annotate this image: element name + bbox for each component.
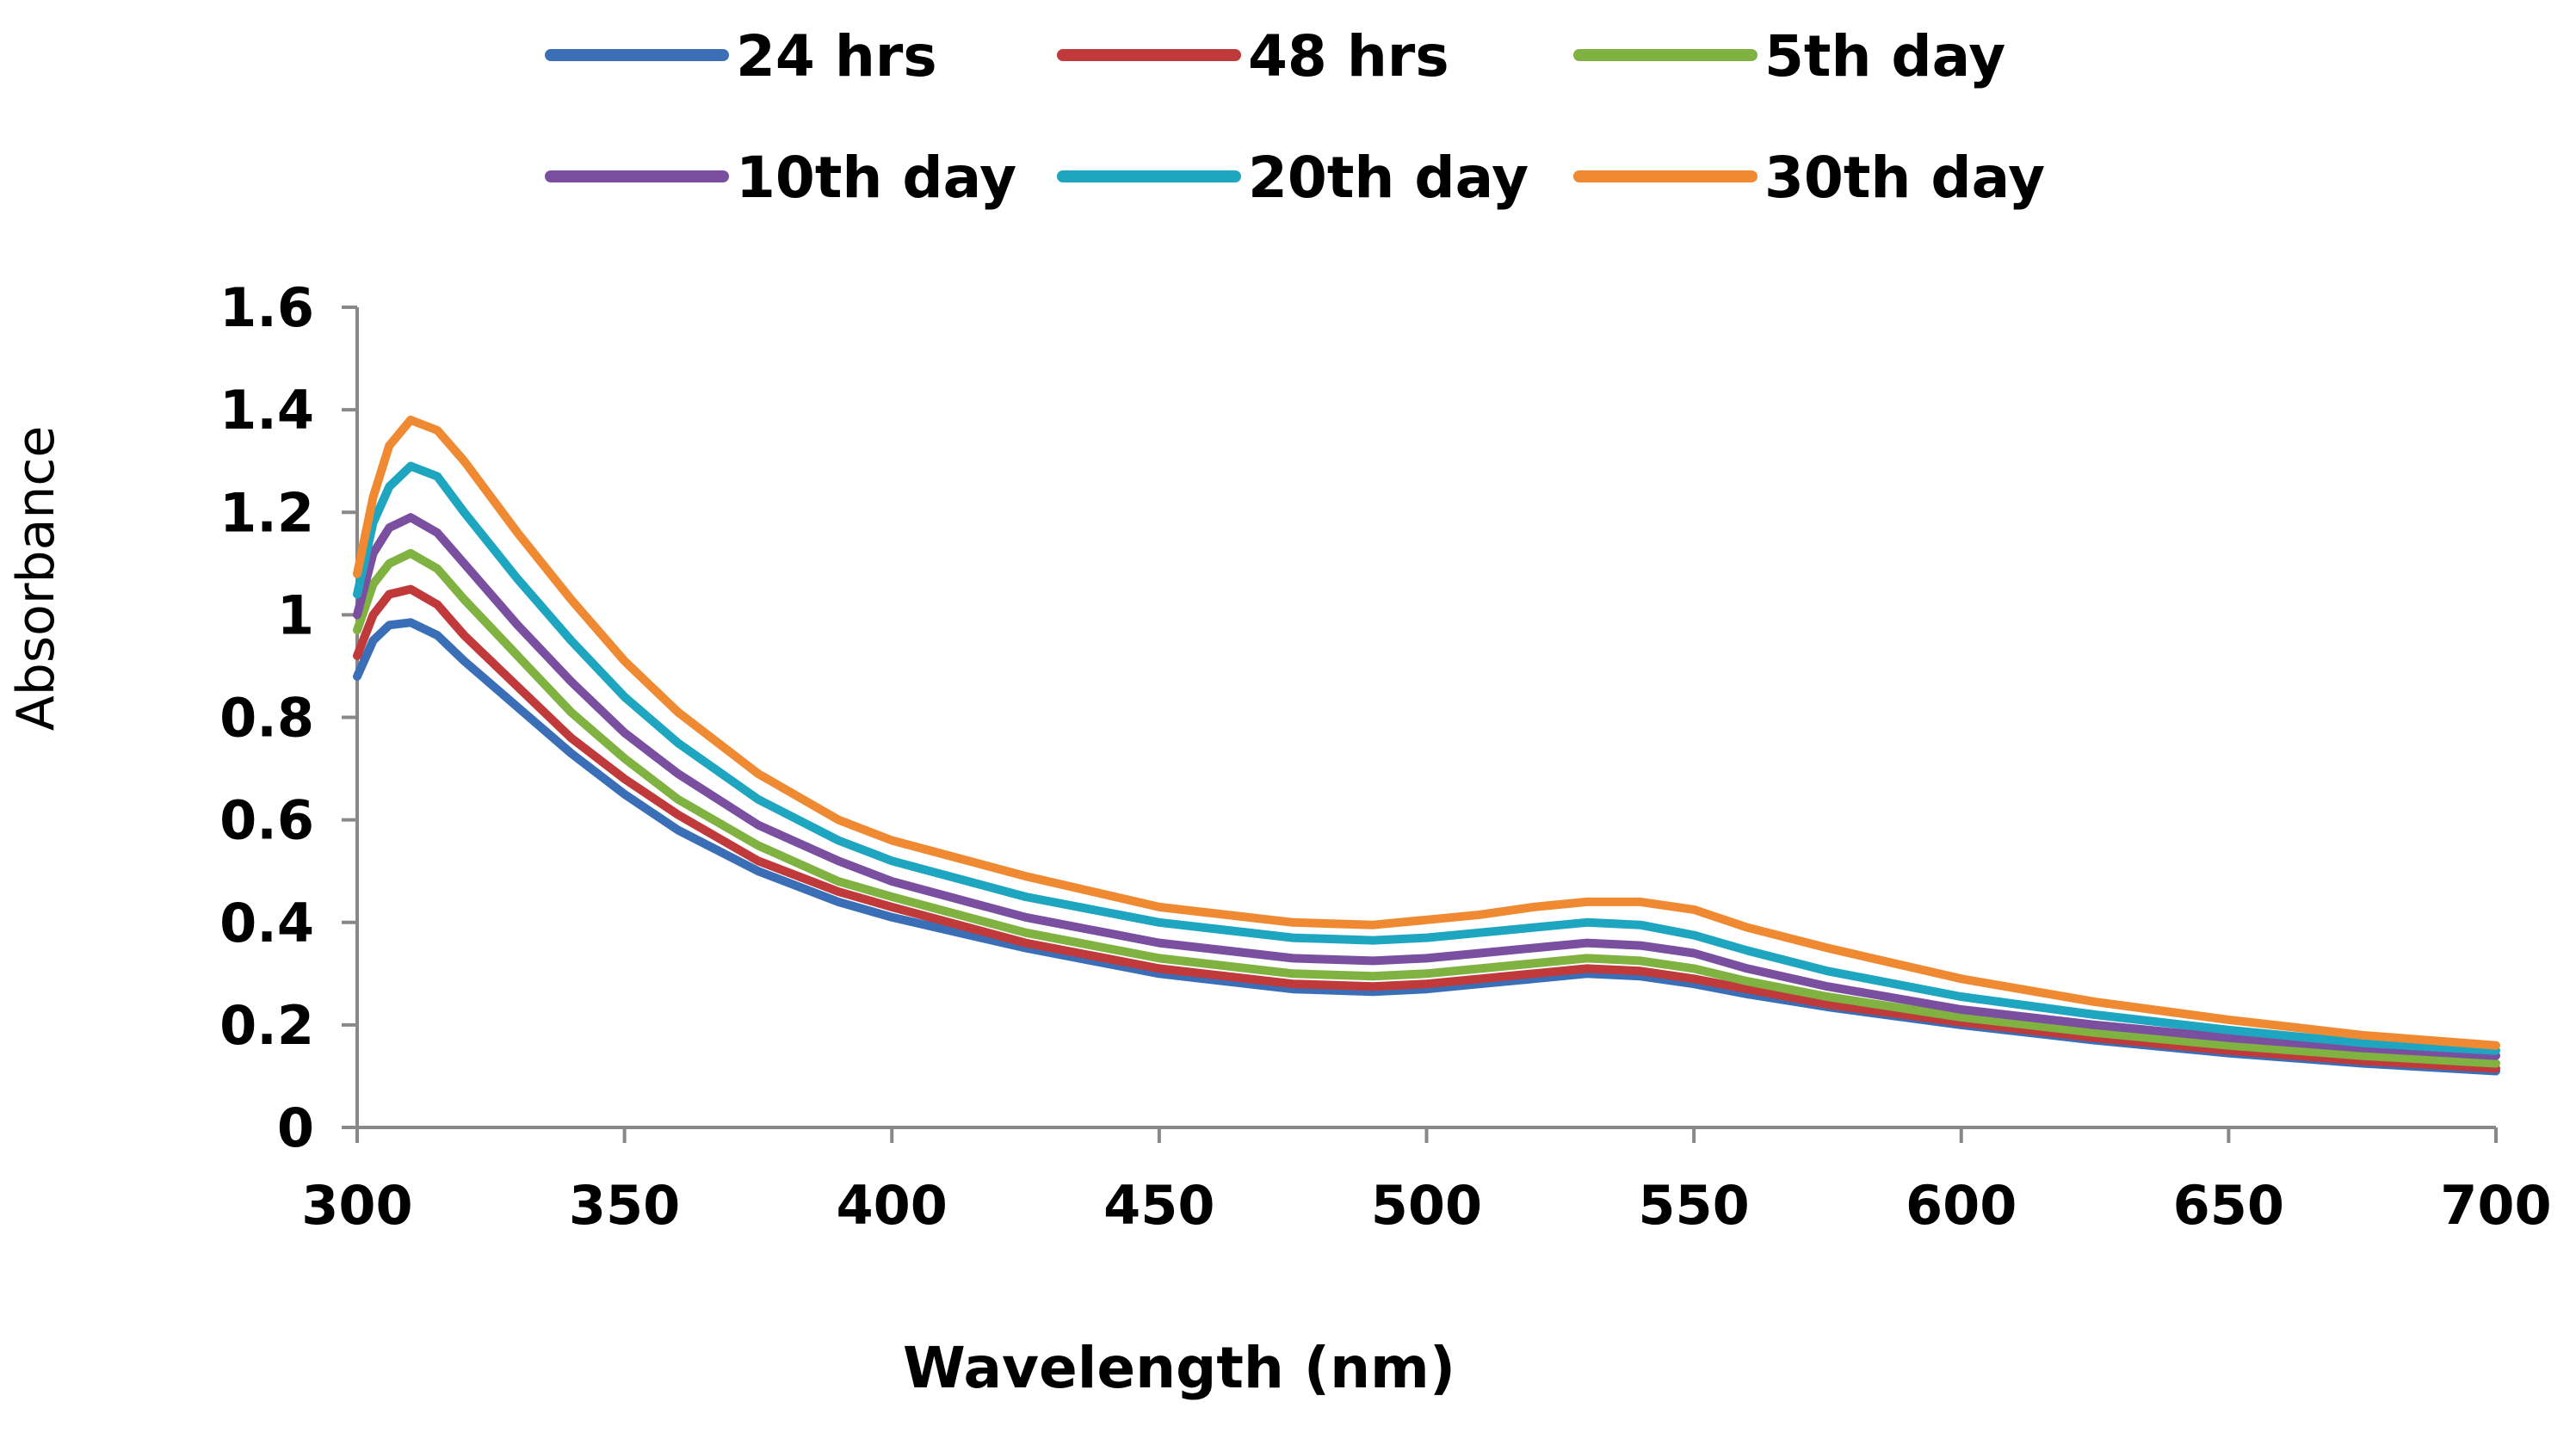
x-tick-label: 600 <box>1906 1174 2017 1237</box>
series-line-5 <box>353 461 2500 1055</box>
y-tick-label: 0.6 <box>219 789 314 852</box>
y-axis: 0 0.2 0.4 0.6 0.8 1 1.2 1.4 1.6 <box>219 276 359 1159</box>
series-line-2 <box>353 584 2500 1073</box>
legend-label-5: 20th day <box>1248 145 1529 211</box>
y-tick-label: 0.2 <box>219 994 314 1057</box>
legend-label-2: 48 hrs <box>1248 23 1449 90</box>
y-tick-label: 0.8 <box>219 687 314 750</box>
y-tick-label: 1.6 <box>219 276 314 339</box>
series-line-6 <box>353 416 2500 1050</box>
x-tick-label: 550 <box>1638 1174 1749 1237</box>
y-tick-label: 1.4 <box>219 379 314 442</box>
x-tick-label: 650 <box>2173 1174 2284 1237</box>
x-axis: 300 350 400 450 500 550 600 650 700 <box>301 1126 2552 1237</box>
series-line-1 <box>353 618 2500 1076</box>
y-tick-label: 1 <box>277 584 314 646</box>
x-tick-label: 450 <box>1103 1174 1214 1237</box>
x-tick-label: 300 <box>301 1174 412 1237</box>
y-tick-label: 0.4 <box>219 892 314 954</box>
x-tick-label: 700 <box>2440 1174 2551 1237</box>
legend: 24 hrs 48 hrs 5th day 10th day 20th day 30th … <box>545 23 2045 211</box>
x-axis-label: Wavelength (nm) <box>903 1335 1455 1401</box>
y-axis-label: Absorbance <box>6 426 66 732</box>
x-tick-label: 350 <box>569 1174 680 1237</box>
legend-label-6: 30th day <box>1764 145 2045 211</box>
legend-label-1: 24 hrs <box>736 23 937 90</box>
y-tick-label: 0 <box>277 1096 314 1159</box>
y-tick-label: 1.2 <box>219 481 314 544</box>
legend-label-4: 10th day <box>736 145 1016 211</box>
legend-label-3: 5th day <box>1764 23 2005 90</box>
series-lines <box>353 416 2500 1076</box>
x-tick-label: 400 <box>837 1174 948 1237</box>
series-line-4 <box>353 513 2500 1060</box>
x-tick-label: 500 <box>1371 1174 1482 1237</box>
series-line-3 <box>353 548 2500 1068</box>
